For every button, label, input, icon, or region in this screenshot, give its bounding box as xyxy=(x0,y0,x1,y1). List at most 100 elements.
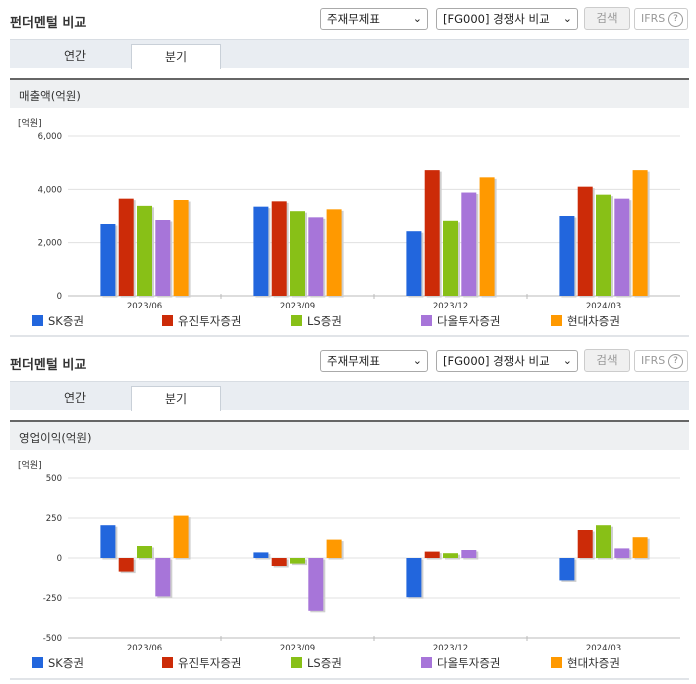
y-tick-label: 4,000 xyxy=(38,185,62,195)
bar[interactable] xyxy=(596,525,611,558)
legend-item[interactable]: 현대차증권 xyxy=(551,655,620,671)
operating-profit-chart-svg: [억원] -500 -250 0 250 500 2023/06 2023/09 2023/12… xyxy=(18,459,680,654)
bar[interactable] xyxy=(406,231,422,296)
bar[interactable] xyxy=(253,206,269,296)
bar[interactable] xyxy=(253,552,269,558)
bar[interactable] xyxy=(577,530,593,558)
bar[interactable] xyxy=(326,539,342,558)
tab-quarterly[interactable]: 분기 xyxy=(131,44,221,69)
bar[interactable] xyxy=(118,558,134,572)
tab-quarterly[interactable]: 분기 xyxy=(131,386,221,411)
section-title: 펀더멘털 비교 xyxy=(10,16,87,31)
operating-profit-chart: [억원] -500 -250 0 250 500 2023/06 2023/09 2023/12… xyxy=(0,450,696,654)
chart-title: 매출액(억원) xyxy=(19,89,81,103)
ifrs-button[interactable]: IFRS ? xyxy=(634,8,688,30)
bar[interactable] xyxy=(173,200,189,296)
compare-select-value: [FG000] 경쟁사 비교 xyxy=(443,354,550,368)
bar[interactable] xyxy=(308,217,324,296)
bar[interactable] xyxy=(326,209,342,296)
legend-swatch xyxy=(421,315,432,326)
period-tabs: 연간 분기 xyxy=(10,39,689,69)
bar[interactable] xyxy=(290,211,305,296)
statement-select[interactable]: 주재무제표 ⌄ xyxy=(320,8,428,30)
search-button[interactable]: 검색 xyxy=(584,349,630,372)
legend-item[interactable]: 다올투자증권 xyxy=(421,313,500,329)
bar[interactable] xyxy=(577,186,593,296)
bar[interactable] xyxy=(424,170,440,296)
compare-select-value: [FG000] 경쟁사 비교 xyxy=(443,12,550,26)
legend-swatch xyxy=(291,315,302,326)
revenue-chart-svg: [억원] 0 2,000 4,000 6,000 2023/06 2023/09 2023/1… xyxy=(18,117,680,312)
bar[interactable] xyxy=(559,558,575,581)
help-icon[interactable]: ? xyxy=(668,12,683,27)
legend-label: SK증권 xyxy=(48,314,85,328)
bar[interactable] xyxy=(461,550,477,558)
bar[interactable] xyxy=(137,546,152,558)
x-tick-label: 2023/06 xyxy=(127,302,162,308)
x-tick-label: 2024/03 xyxy=(586,644,621,650)
bar[interactable] xyxy=(290,558,305,564)
legend-swatch xyxy=(162,315,173,326)
x-tick-label: 2023/09 xyxy=(280,644,315,650)
chevron-down-icon: ⌄ xyxy=(412,354,422,367)
y-tick-label: 500 xyxy=(46,474,62,484)
bar[interactable] xyxy=(100,224,116,296)
bar[interactable] xyxy=(614,198,630,296)
bar[interactable] xyxy=(632,537,648,558)
statement-select[interactable]: 주재무제표 ⌄ xyxy=(320,350,428,372)
bar[interactable] xyxy=(137,205,152,296)
bar[interactable] xyxy=(479,177,495,296)
chart-legend: SK증권 유진투자증권 LS증권 다올투자증권 현대차증권 xyxy=(0,313,696,329)
bar[interactable] xyxy=(596,194,611,296)
legend-item[interactable]: SK증권 xyxy=(32,655,84,671)
legend-item[interactable]: 다올투자증권 xyxy=(421,655,500,671)
compare-select[interactable]: [FG000] 경쟁사 비교 ⌄ xyxy=(436,350,578,372)
statement-select-value: 주재무제표 xyxy=(327,354,380,368)
bar[interactable] xyxy=(632,170,648,296)
bar[interactable] xyxy=(443,553,458,558)
legend-item[interactable]: 현대차증권 xyxy=(551,313,620,329)
y-tick-label: 0 xyxy=(57,554,62,564)
ifrs-button[interactable]: IFRS ? xyxy=(634,350,688,372)
y-tick-label: -500 xyxy=(43,634,62,644)
bar[interactable] xyxy=(271,558,287,566)
bar[interactable] xyxy=(308,558,324,611)
bar[interactable] xyxy=(424,551,440,558)
bar[interactable] xyxy=(559,216,575,296)
legend-swatch xyxy=(32,657,43,668)
bar[interactable] xyxy=(155,220,171,296)
tab-annual[interactable]: 연간 xyxy=(63,49,87,63)
legend-item[interactable]: SK증권 xyxy=(32,313,84,329)
bar[interactable] xyxy=(173,515,189,558)
bar[interactable] xyxy=(406,558,422,598)
tab-annual[interactable]: 연간 xyxy=(63,391,87,405)
chevron-down-icon: ⌄ xyxy=(562,12,572,25)
search-button[interactable]: 검색 xyxy=(584,7,630,30)
y-tick-label: 2,000 xyxy=(38,239,62,249)
legend-label: LS증권 xyxy=(307,314,342,328)
legend-label: 유진투자증권 xyxy=(178,314,242,328)
legend-item[interactable]: LS증권 xyxy=(291,655,342,671)
bar[interactable] xyxy=(461,192,477,296)
bar[interactable] xyxy=(100,525,116,558)
legend-item[interactable]: 유진투자증권 xyxy=(162,313,241,329)
compare-select[interactable]: [FG000] 경쟁사 비교 ⌄ xyxy=(436,8,578,30)
fundamental-section-revenue: 펀더멘털 비교 주재무제표 ⌄ [FG000] 경쟁사 비교 ⌄ 검색 IFRS… xyxy=(0,0,696,340)
legend-label: 현대차증권 xyxy=(567,314,620,328)
legend-item[interactable]: 유진투자증권 xyxy=(162,655,241,671)
bar[interactable] xyxy=(155,558,171,597)
x-tick-label: 2023/12 xyxy=(433,302,468,308)
help-icon[interactable]: ? xyxy=(668,354,683,369)
chart-legend: SK증권 유진투자증권 LS증권 다올투자증권 현대차증권 xyxy=(0,655,696,671)
legend-item[interactable]: LS증권 xyxy=(291,313,342,329)
revenue-chart: [억원] 0 2,000 4,000 6,000 2023/06 2023/09 2023/1… xyxy=(0,108,696,312)
bar[interactable] xyxy=(271,201,287,296)
legend-swatch xyxy=(32,315,43,326)
y-tick-label: 6,000 xyxy=(38,132,62,142)
legend-label: 다올투자증권 xyxy=(437,656,501,670)
chart-title: 영업이익(억원) xyxy=(19,431,92,445)
bar[interactable] xyxy=(614,548,630,558)
bar[interactable] xyxy=(118,198,134,296)
legend-label: 현대차증권 xyxy=(567,656,620,670)
bar[interactable] xyxy=(443,220,458,296)
